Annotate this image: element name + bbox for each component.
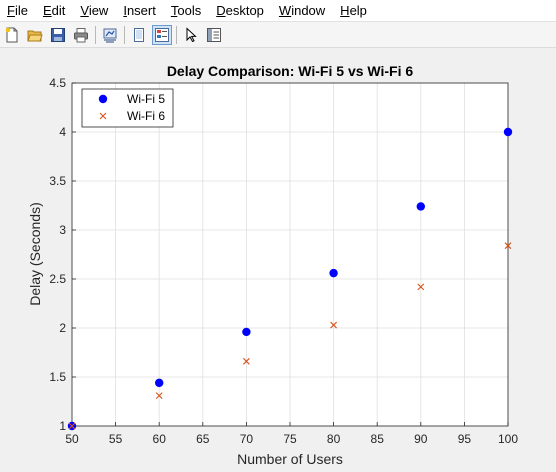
legend-box	[81, 88, 174, 128]
y-tick-label: 4.5	[49, 76, 66, 90]
save-button[interactable]	[48, 25, 68, 45]
chart-title: Delay Comparison: Wi-Fi 5 vs Wi-Fi 6	[167, 63, 414, 79]
legend-label-wifi5: Wi-Fi 5	[127, 92, 165, 106]
link-plot-icon	[103, 28, 117, 43]
y-tick-label: 2	[59, 321, 66, 335]
axis-ticks: 50 55 60 65 70 75 80 85 90 95 100 1 1.5 2 2.5 3 3.5 4 4.5	[49, 76, 518, 446]
menu-accelerator: I	[123, 2, 127, 18]
x-tick-label: 55	[109, 432, 123, 446]
y-tick-label: 3	[59, 223, 66, 237]
print-icon	[74, 27, 88, 42]
x-tick-label: 60	[153, 432, 167, 446]
menu-view[interactable]: View	[73, 1, 116, 21]
x-tick-label: 90	[414, 432, 428, 446]
menu-accelerator: D	[216, 2, 226, 18]
menu-accelerator: H	[340, 2, 350, 18]
menu-help[interactable]: Help	[333, 1, 375, 21]
toolbar-separator	[95, 25, 96, 44]
x-axis-label: Number of Users	[237, 451, 343, 467]
plot-series	[67, 127, 513, 431]
y-tick-label: 1.5	[49, 370, 66, 384]
edit-plot-button[interactable]	[181, 25, 201, 45]
menu-label-rest: nsert	[126, 2, 156, 18]
x-tick-label: 50	[65, 432, 79, 446]
menu-file[interactable]: File	[0, 1, 36, 21]
new-figure-icon	[5, 27, 18, 42]
open-file-button[interactable]	[25, 25, 45, 45]
legend-marker-wifi6	[99, 112, 107, 120]
print-button[interactable]	[71, 25, 91, 45]
legend-label-wifi6: Wi-Fi 6	[127, 109, 165, 123]
y-tick-label: 1	[59, 419, 66, 433]
menu-accelerator: T	[170, 2, 178, 18]
scatter-plot: 50 55 60 65 70 75 80 85 90 95 10011.522.533.544.5 …	[27, 63, 518, 467]
show-plot-tools-icon	[155, 27, 169, 42]
new-figure-button[interactable]	[2, 25, 22, 45]
legend-marker-wifi5	[98, 94, 108, 104]
menu-tools[interactable]: Tools	[164, 1, 209, 21]
data-point-wifi6	[68, 422, 76, 430]
x-tick-label: 85	[371, 432, 385, 446]
data-point-wifi6	[330, 321, 337, 329]
menu-accelerator: F	[7, 2, 15, 18]
menu-label-rest: ile	[14, 2, 28, 18]
data-point-wifi5	[242, 327, 251, 337]
figure-canvas: 50 55 60 65 70 75 80 85 90 95 100 1 1.5 2 2.5 3 3.5 4 4.5 …	[0, 49, 556, 467]
hide-plot-tools-icon	[134, 27, 144, 42]
menu-label-rest: indow	[291, 2, 326, 18]
data-point-wifi5	[416, 202, 425, 211]
data-point-wifi6	[504, 242, 512, 250]
property-inspector-icon	[207, 27, 221, 42]
menu-insert[interactable]: Insert	[116, 1, 164, 21]
menu-accelerator: V	[80, 2, 89, 18]
data-point-wifi5	[503, 127, 513, 137]
edit-plot-arrow-icon	[186, 26, 197, 42]
legend[interactable]: Wi-Fi 5 Wi-Fi 6	[81, 88, 174, 128]
menu-label-rest: elp	[349, 2, 367, 18]
menu-edit[interactable]: Edit	[36, 1, 73, 21]
toolbar-separator	[124, 25, 125, 44]
y-tick-label: 4	[59, 125, 66, 139]
menu-accelerator: W	[278, 2, 292, 18]
menu-label-rest: esktop	[225, 2, 264, 18]
save-icon	[51, 27, 65, 42]
x-tick-label: 95	[458, 432, 472, 446]
x-tick-label: 100	[498, 432, 518, 446]
menu-label-rest: dit	[51, 2, 66, 18]
data-point-wifi5	[329, 268, 338, 278]
x-tick-label: 65	[196, 432, 210, 446]
y-tick-label: 3.5	[49, 174, 66, 188]
y-tick-label: 2.5	[49, 272, 66, 286]
toolbar-separator	[176, 25, 177, 44]
data-point-wifi6	[417, 283, 425, 291]
property-inspector-button[interactable]	[204, 25, 224, 45]
data-point-wifi5	[155, 378, 164, 388]
data-point-wifi6	[155, 392, 163, 400]
show-plot-tools-button[interactable]	[152, 24, 172, 45]
menu-label-rest: ools	[177, 2, 202, 18]
y-axis-label: Delay (Seconds)	[27, 202, 43, 306]
menu-window[interactable]: Window	[272, 1, 333, 21]
menu-label-rest: iew	[88, 2, 109, 18]
x-tick-label: 70	[240, 432, 254, 446]
menu-desktop[interactable]: Desktop	[209, 1, 272, 21]
menu-bar: File Edit View Insert Tools Desktop Window Help	[0, 0, 556, 22]
x-tick-label: 75	[283, 432, 297, 446]
open-file-icon	[27, 30, 43, 41]
figure-toolbar	[0, 22, 556, 48]
x-tick-label: 80	[327, 432, 341, 446]
data-point-wifi6	[243, 357, 250, 365]
link-plot-button[interactable]	[100, 25, 120, 45]
menu-accelerator: E	[42, 2, 52, 18]
hide-plot-tools-button[interactable]	[129, 25, 149, 45]
